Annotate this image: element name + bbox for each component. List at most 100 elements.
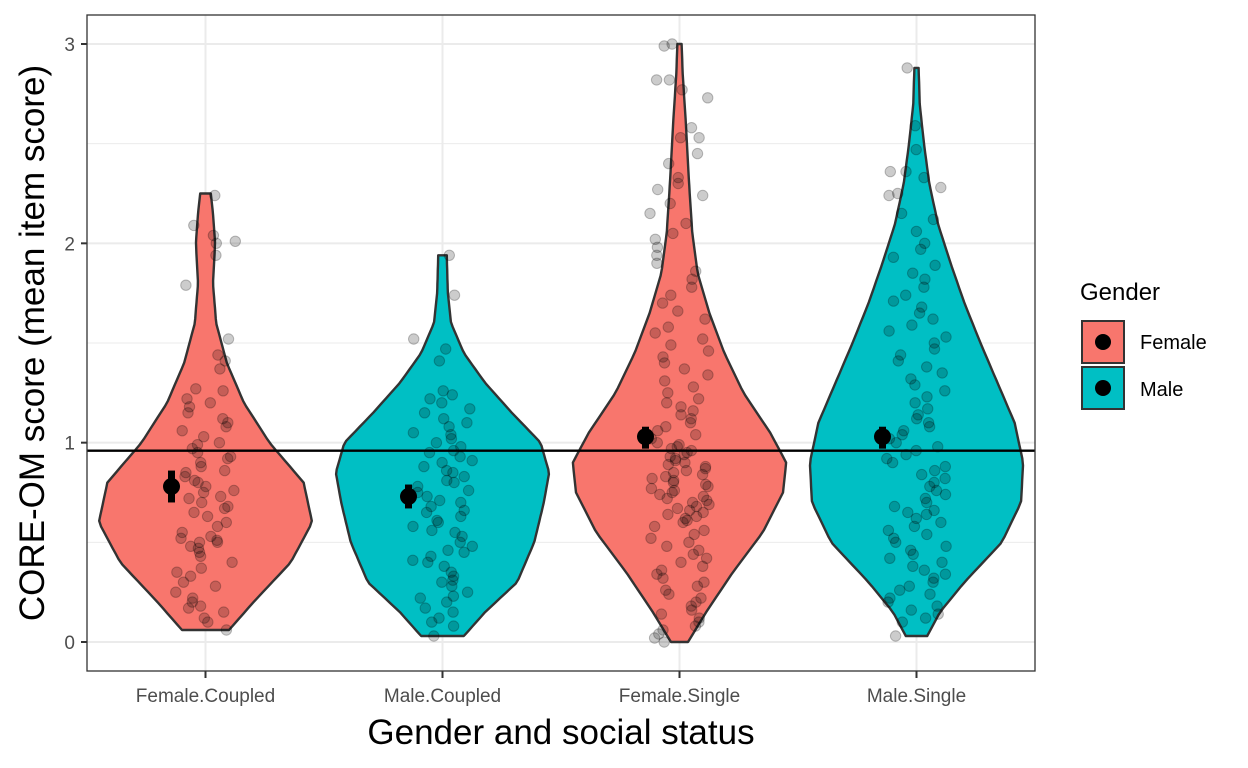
data-point	[437, 385, 449, 397]
data-point	[886, 456, 899, 469]
legend-label-male: Male	[1140, 379, 1183, 401]
data-point	[175, 532, 187, 544]
data-point	[651, 257, 663, 269]
data-point	[660, 584, 672, 596]
data-point	[436, 456, 448, 469]
data-point	[916, 468, 928, 481]
data-point	[928, 343, 941, 355]
data-point	[671, 441, 683, 453]
data-point	[892, 355, 904, 367]
data-point	[922, 417, 935, 429]
mean-point	[163, 478, 180, 496]
data-point	[667, 466, 680, 479]
data-point	[902, 506, 914, 519]
data-point	[192, 542, 205, 554]
data-point	[194, 600, 207, 612]
data-point	[930, 484, 943, 497]
data-point	[438, 413, 450, 425]
data-point	[658, 40, 670, 52]
data-point	[217, 385, 229, 397]
data-point	[446, 389, 458, 401]
data-point	[700, 478, 712, 491]
data-point	[408, 333, 420, 345]
data-point	[222, 500, 234, 513]
data-point	[651, 241, 664, 254]
data-point	[211, 534, 223, 546]
data-point	[198, 612, 211, 624]
y-tick-label: 0	[64, 633, 75, 654]
data-point	[688, 528, 700, 541]
data-point	[927, 213, 940, 226]
data-point	[431, 514, 443, 527]
data-point	[440, 464, 453, 477]
data-point	[910, 225, 923, 238]
data-point	[657, 572, 669, 584]
x-axis: Female.Coupled Male.Coupled Female.Single M…	[136, 671, 966, 707]
y-axis: 0 1 2 3	[64, 35, 87, 654]
data-point	[419, 602, 431, 614]
data-point	[686, 273, 698, 285]
data-point	[702, 480, 714, 493]
data-point	[664, 197, 676, 210]
data-point	[195, 456, 207, 469]
data-point	[183, 492, 195, 505]
data-point	[883, 189, 895, 202]
data-point	[657, 624, 669, 636]
data-point	[672, 171, 684, 184]
x-tick-label: Male.Coupled	[384, 686, 501, 707]
data-point	[171, 566, 183, 578]
data-point	[901, 62, 913, 74]
data-point	[656, 297, 669, 309]
data-point	[919, 273, 931, 285]
data-point	[907, 560, 919, 572]
data-point	[214, 363, 226, 375]
data-point	[679, 456, 691, 469]
data-point	[698, 524, 710, 537]
data-point	[921, 528, 933, 541]
data-point	[672, 177, 684, 190]
data-point	[693, 544, 705, 556]
data-point	[936, 556, 948, 568]
data-point	[407, 427, 420, 439]
data-point	[675, 556, 687, 568]
data-point	[940, 331, 952, 343]
data-point	[883, 325, 895, 337]
data-point	[426, 524, 438, 537]
data-point	[910, 143, 922, 156]
data-point	[195, 562, 208, 574]
data-point	[905, 544, 917, 556]
data-point	[697, 560, 709, 572]
data-point	[648, 520, 661, 533]
data-point	[666, 486, 678, 499]
data-point	[918, 564, 930, 576]
data-point	[222, 417, 234, 429]
data-point	[186, 596, 199, 608]
data-point	[196, 496, 208, 509]
data-point	[905, 604, 917, 616]
mean-point	[637, 428, 654, 446]
data-point	[442, 544, 454, 556]
violin-male-coupled	[334, 254, 551, 638]
data-point	[649, 327, 661, 339]
data-point	[888, 500, 901, 513]
data-point	[680, 217, 692, 230]
data-point	[697, 189, 709, 202]
data-point	[445, 566, 457, 578]
data-point	[921, 496, 933, 509]
data-point	[678, 363, 691, 375]
data-point	[447, 466, 459, 479]
data-point	[443, 421, 455, 433]
x-axis-title: Gender and social status	[367, 713, 754, 752]
y-tick-label: 1	[64, 434, 75, 455]
data-point	[687, 405, 699, 417]
data-point	[896, 429, 908, 441]
violins	[98, 42, 1025, 644]
data-point	[686, 604, 698, 616]
legend-dot-female	[1095, 334, 1111, 350]
data-point	[424, 393, 436, 405]
data-point	[890, 437, 902, 449]
data-point	[884, 552, 896, 564]
data-point	[418, 460, 430, 473]
data-point	[228, 484, 240, 497]
